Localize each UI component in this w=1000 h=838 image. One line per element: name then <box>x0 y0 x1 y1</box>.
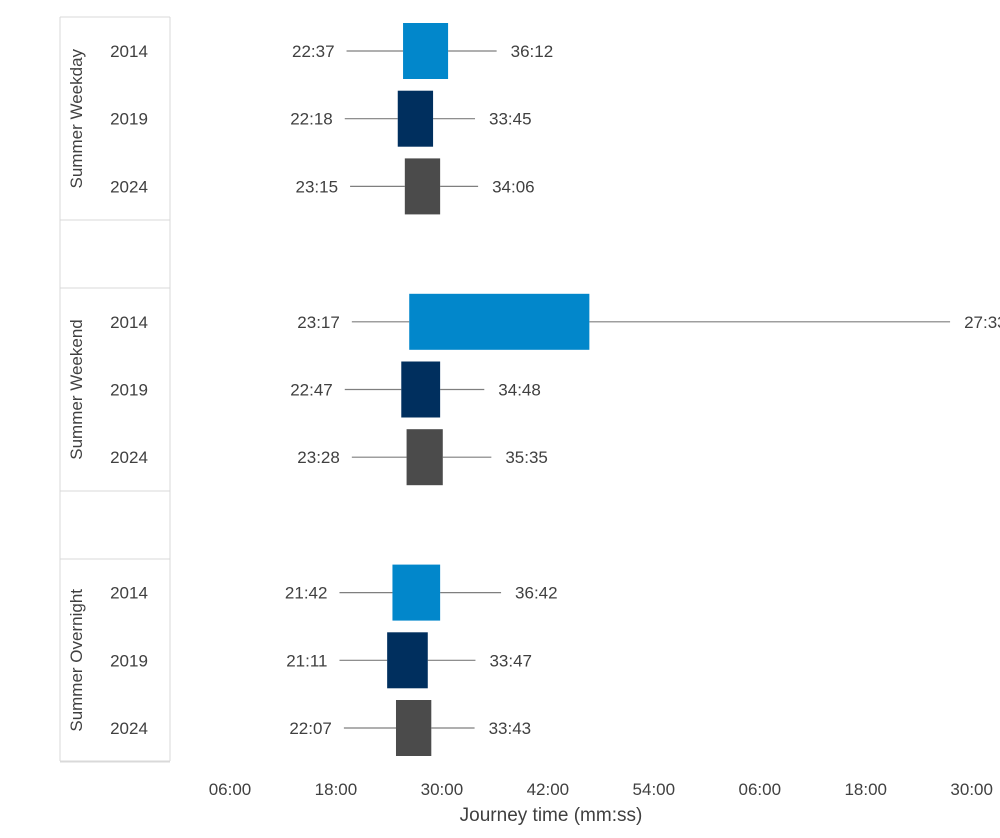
x-tick-label: 30:00 <box>950 780 993 799</box>
box-2024 <box>406 429 443 486</box>
whisker-low-label: 23:17 <box>297 313 340 332</box>
box-2014 <box>409 293 590 350</box>
year-label: 2019 <box>110 381 148 400</box>
x-axis-title: Journey time (mm:ss) <box>460 805 643 826</box>
whisker-high-label: 27:33 <box>964 313 1000 332</box>
x-tick-label: 06:00 <box>739 780 782 799</box>
box-2024 <box>404 158 441 215</box>
whisker-high-label: 34:06 <box>492 177 535 196</box>
whisker-low-label: 23:15 <box>296 177 339 196</box>
whisker-high-label: 35:35 <box>505 448 548 467</box>
x-tick-label: 06:00 <box>209 780 252 799</box>
year-label: 2024 <box>110 448 148 467</box>
x-tick-label: 54:00 <box>633 780 676 799</box>
year-label: 2024 <box>110 719 148 738</box>
whiskers <box>339 50 951 729</box>
x-axis-tick-labels: 06:00 18:00 30:00 42:00 54:00 06:00 18:00 30:00 <box>209 780 993 799</box>
x-tick-label: 18:00 <box>844 780 887 799</box>
whisker-high-label: 36:42 <box>515 584 558 603</box>
x-tick-label: 18:00 <box>315 780 358 799</box>
x-tick-label: 42:00 <box>527 780 570 799</box>
category-dividers <box>59 16 171 763</box>
whisker-low-label: 22:18 <box>290 110 333 129</box>
year-label: 2024 <box>110 177 148 196</box>
whisker-low-label: 21:11 <box>286 651 327 670</box>
whisker-high-label: 33:47 <box>489 651 532 670</box>
whisker-low-label: 22:37 <box>292 42 335 61</box>
whisker-low-label: 21:42 <box>285 584 328 603</box>
group-label: Summer Weekend <box>67 319 86 459</box>
group-label: Summer Weekday <box>67 48 86 188</box>
whisker-high-label: 33:45 <box>489 110 532 129</box>
whisker-high-label: 34:48 <box>498 381 541 400</box>
year-label: 2014 <box>110 42 148 61</box>
whisker-low-label: 23:28 <box>297 448 340 467</box>
value-labels: 22:37 36:12 22:18 33:45 23:15 34:06 23:17 27:33… <box>285 42 1000 738</box>
whisker-high-label: 36:12 <box>511 42 554 61</box>
year-label: 2014 <box>110 584 148 603</box>
box-2014 <box>392 564 441 621</box>
group-label: Summer Overnight <box>67 589 86 732</box>
whisker-low-label: 22:07 <box>289 719 332 738</box>
box-2019 <box>397 90 434 147</box>
year-labels: 2014 2019 2024 2014 2019 2024 2014 2019 2024 <box>110 42 148 738</box>
year-label: 2019 <box>110 110 148 129</box>
group-labels: Summer Weekday Summer Weekend Summer Overn… <box>67 48 86 731</box>
boxes <box>387 23 590 756</box>
box-2024 <box>395 700 432 756</box>
x-tick-label: 30:00 <box>421 780 464 799</box>
box-2019 <box>387 632 428 689</box>
year-label: 2014 <box>110 313 148 332</box>
box-2019 <box>401 361 441 418</box>
year-label: 2019 <box>110 651 148 670</box>
whisker-high-label: 33:43 <box>489 719 532 738</box>
box-2014 <box>403 23 449 79</box>
whisker-low-label: 22:47 <box>290 381 333 400</box>
